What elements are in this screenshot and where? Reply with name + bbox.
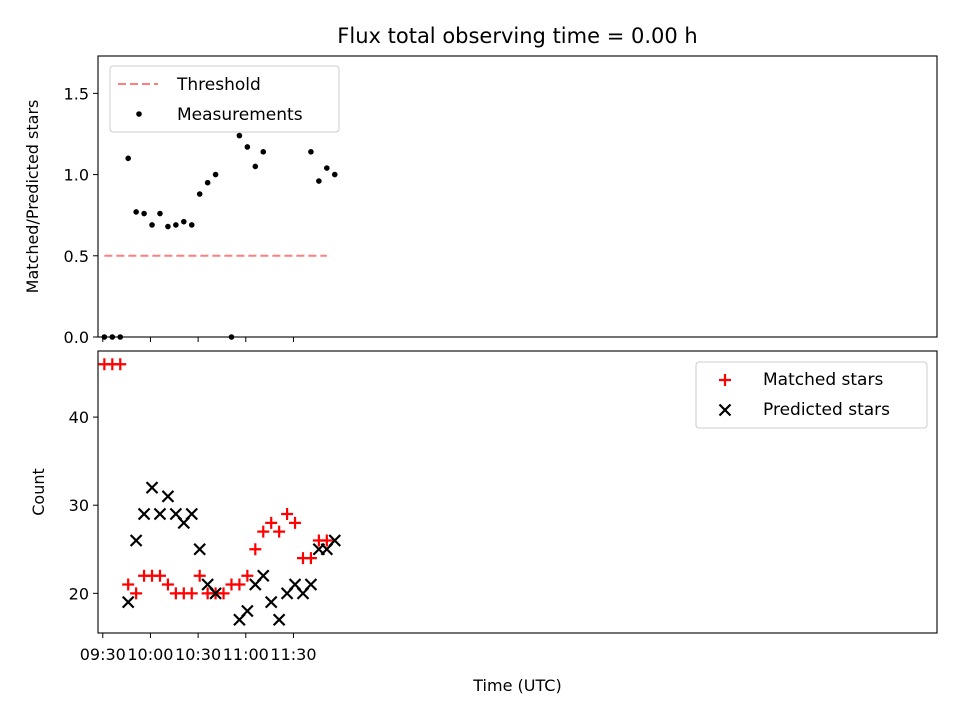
- y-tick-label: 0.5: [64, 247, 89, 266]
- measurement-point: [133, 209, 139, 215]
- matched-star-point: [217, 587, 230, 600]
- matched-star-point: [289, 516, 302, 529]
- legend-threshold-label: Threshold: [176, 75, 261, 95]
- predicted-star-point: [145, 481, 159, 494]
- x-tick-label: 11:00: [223, 645, 269, 664]
- predicted-star-point: [121, 595, 135, 609]
- y-axis-label: Count: [29, 468, 48, 516]
- matched-star-point: [257, 525, 270, 538]
- measurement-point: [316, 178, 322, 184]
- legend-measurement-swatch: [136, 111, 142, 117]
- measurement-point: [188, 222, 195, 228]
- measurement-point: [212, 171, 219, 178]
- measurement-point: [149, 222, 155, 228]
- legend-predicted-label: Predicted stars: [763, 400, 890, 420]
- predicted-star-point: [241, 604, 254, 618]
- legend-bottom: Matched stars Predicted stars: [695, 361, 928, 429]
- matched-star-point: [281, 508, 294, 521]
- matched-star-point: [241, 569, 254, 582]
- matched-star-point: [233, 578, 246, 591]
- y-tick-label: 1.0: [64, 166, 89, 185]
- predicted-star-point: [256, 569, 270, 582]
- matched-star-point: [130, 587, 143, 600]
- measurement-point: [141, 210, 147, 217]
- x-tick-label: 10:00: [127, 645, 173, 664]
- measurement-point: [173, 222, 179, 228]
- predicted-star-point: [328, 534, 342, 547]
- matched-star-point: [122, 578, 135, 591]
- legend-box: [695, 361, 928, 429]
- plot-frame: [97, 350, 938, 634]
- measurement-point: [101, 334, 108, 340]
- measurement-point: [125, 155, 131, 162]
- legend-predicted-swatch: [718, 403, 732, 417]
- measurement-point: [196, 191, 203, 197]
- matched-star-point: [153, 569, 166, 582]
- legend-box: [109, 65, 340, 133]
- predicted-star-point: [193, 543, 206, 556]
- matched-star-point: [265, 516, 278, 529]
- matched-star-point: [273, 525, 286, 538]
- x-axis-label: Time (UTC): [472, 676, 561, 695]
- y-tick-label: 40: [69, 408, 89, 427]
- predicted-star-point: [209, 587, 222, 600]
- predicted-star-point: [153, 507, 167, 521]
- measurement-point: [260, 149, 267, 155]
- legend-matched-swatch: [719, 374, 731, 386]
- measurement-point: [165, 223, 171, 230]
- x-tick-label: 11:30: [270, 645, 316, 664]
- legend-measurement-label: Measurements: [177, 105, 303, 125]
- matched-star-point: [185, 587, 198, 600]
- predicted-star-point: [185, 507, 199, 521]
- measurement-point: [228, 334, 235, 340]
- legend-matched-label: Matched stars: [763, 370, 883, 390]
- x-tick-label: 10:30: [175, 645, 221, 664]
- legend-top: Threshold Measurements: [109, 65, 340, 133]
- matched-star-point: [114, 358, 127, 371]
- matched-star-point: [249, 543, 262, 556]
- matched-star-point: [193, 569, 206, 582]
- x-tick-label: 09:30: [80, 645, 126, 664]
- plot-panel-2: 20 30 40 09:30 10:00 10:30 11:00 11:30 Count Time…: [29, 350, 938, 695]
- predicted-star-point: [304, 578, 318, 591]
- measurement-point: [117, 334, 124, 340]
- plot-frame: [97, 55, 938, 338]
- matched-star-point: [304, 552, 317, 565]
- y-tick-label: 30: [69, 496, 89, 515]
- measurement-point: [157, 210, 163, 217]
- matched-star-point: [320, 534, 333, 547]
- matched-star-point: [161, 578, 174, 591]
- measurement-point: [204, 179, 211, 186]
- predicted-star-point: [264, 595, 278, 609]
- predicted-star-point: [137, 507, 151, 521]
- predicted-star-point: [161, 490, 175, 503]
- measurement-point: [109, 334, 116, 340]
- measurement-point: [252, 163, 259, 170]
- measurement-point: [181, 218, 187, 225]
- measurement-point: [244, 144, 251, 150]
- measurement-point: [236, 132, 243, 139]
- measurement-point: [324, 165, 330, 171]
- chart-title: Flux total observing time = 0.00 h: [337, 24, 697, 48]
- y-tick-label: 0.0: [64, 328, 89, 347]
- y-axis-label: Matched/Predicted stars: [23, 100, 42, 294]
- y-tick-label: 1.5: [64, 84, 89, 103]
- measurement-point: [308, 149, 314, 155]
- plot-panel-1: Flux total observing time = 0.00 h 0.0 0.5…: [23, 24, 938, 347]
- predicted-star-point: [272, 613, 286, 627]
- measurement-point: [331, 171, 338, 178]
- predicted-star-point: [129, 534, 143, 547]
- y-tick-label: 20: [69, 584, 89, 603]
